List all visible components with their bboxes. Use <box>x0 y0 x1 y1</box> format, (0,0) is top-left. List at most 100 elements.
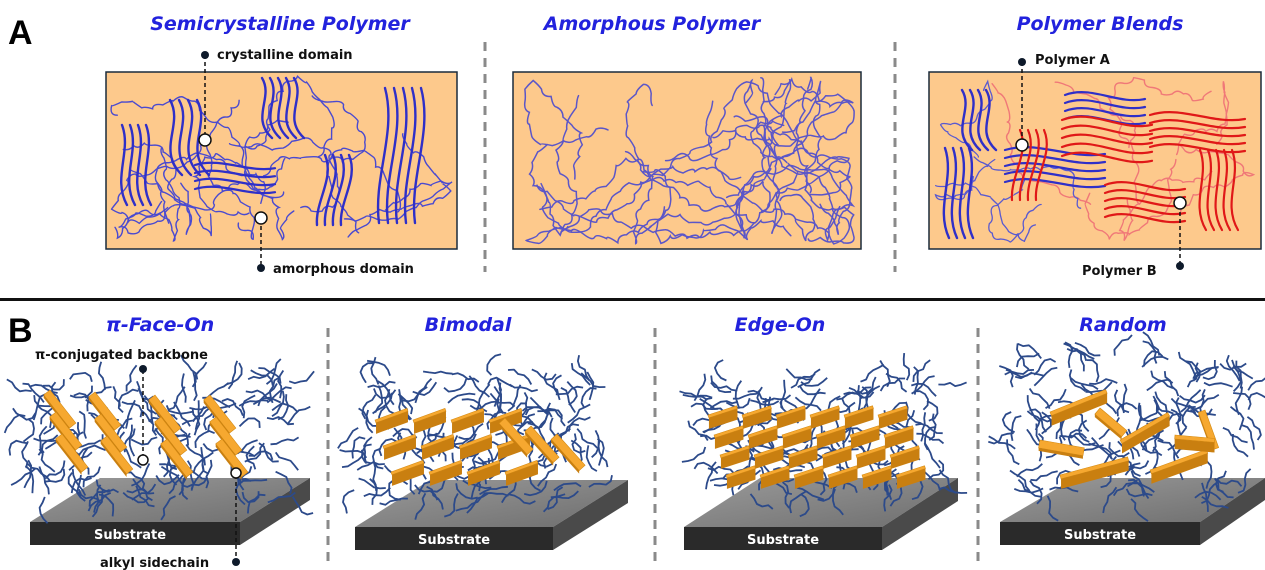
callout-backbone: π-conjugated backbone <box>35 348 208 466</box>
backbone-side <box>844 408 874 429</box>
alkyl-sidechain <box>798 385 826 396</box>
crystalline-chain <box>984 88 998 152</box>
polymer-chain <box>228 137 340 213</box>
polymer-chain <box>118 200 213 237</box>
alkyl-sidechain <box>23 459 32 489</box>
backbones-edge-on <box>707 405 926 489</box>
alkyl-sidechain <box>337 427 359 449</box>
backbone-side <box>816 428 846 449</box>
alkyl-sidechain <box>1205 460 1213 489</box>
crystalline-chain <box>960 88 974 152</box>
crystalline-chain <box>1026 128 1040 202</box>
crystalline-chain <box>1003 162 1107 173</box>
backbone-side <box>1051 393 1108 426</box>
alkyl-sidechain <box>1232 365 1242 393</box>
alkyl-sidechain <box>291 496 314 516</box>
crystalline-chain <box>193 185 277 195</box>
alkyl-sidechain <box>577 355 591 382</box>
backbone-side <box>748 428 778 449</box>
alkyl-sidechain <box>988 432 1014 445</box>
crystalline-chain <box>1060 151 1154 164</box>
alkyl-sidechain <box>586 371 595 401</box>
alkyl-sidechain <box>1064 341 1074 369</box>
alkyl-sidechain <box>1114 389 1130 414</box>
crystalline-chain <box>1103 213 1187 224</box>
backbone-side <box>896 468 926 489</box>
alkyl-sidechain <box>205 459 213 489</box>
alkyl-sidechain <box>154 427 164 455</box>
alkyl-sidechain <box>679 390 708 401</box>
alkyl-sidechain <box>274 451 299 471</box>
alkyl-sidechain <box>165 405 193 415</box>
backbones-bimodal <box>374 407 586 486</box>
crystalline-chain <box>942 146 951 240</box>
alkyl-sidechain <box>785 368 813 381</box>
backbone-side <box>862 468 892 489</box>
alkyl-sidechain <box>1088 442 1112 459</box>
alkyl-sidechain <box>800 377 828 387</box>
alkyl-sidechain <box>451 372 480 383</box>
crystalline-chain <box>1148 135 1247 146</box>
alkyl-sidechain <box>749 493 774 510</box>
sidechains-random <box>988 331 1265 522</box>
alkyl-sidechain <box>367 380 396 389</box>
backbone-side <box>551 439 580 474</box>
alkyl-sidechain <box>38 496 49 524</box>
alkyl-sidechain <box>1213 477 1234 499</box>
alkyl-sidechain <box>388 479 401 501</box>
alkyl-sidechain <box>747 389 774 401</box>
alkyl-sidechain <box>489 392 516 408</box>
backbone-side <box>160 443 187 481</box>
backbone-side <box>1038 447 1083 459</box>
alkyl-sidechain <box>358 407 374 434</box>
alkyl-sidechain <box>397 393 412 421</box>
backbone-side <box>856 448 886 469</box>
alkyl-sidechain <box>351 436 366 459</box>
crystalline-chain <box>1230 148 1240 232</box>
alkyl-sidechain <box>509 383 538 393</box>
substrate-edge-on: Substrate <box>684 478 958 550</box>
alkyl-sidechain <box>36 404 53 428</box>
alkyl-sidechain <box>185 443 206 466</box>
alkyl-sidechain <box>1175 397 1182 425</box>
crystalline-chain <box>1148 127 1247 138</box>
alkyl-sidechain <box>725 397 751 409</box>
polymer-chain <box>560 181 771 240</box>
polymer-chain <box>243 119 295 241</box>
crystalline-chain <box>1214 148 1224 232</box>
alkyl-sidechain <box>507 384 522 412</box>
alkyl-sidechain <box>78 444 106 455</box>
alkyl-sidechain <box>1150 370 1174 390</box>
title-polymer-blends: Polymer Blends <box>1017 13 1184 35</box>
alkyl-sidechain <box>447 392 476 404</box>
section-divider <box>0 298 1265 301</box>
semicrystalline-chains <box>110 75 453 242</box>
title-amorphous: Amorphous Polymer <box>542 13 762 35</box>
alkyl-sidechain <box>1029 480 1043 505</box>
alkyl-sidechain <box>131 483 157 501</box>
alkyl-sidechain <box>125 399 136 429</box>
alkyl-sidechain <box>690 402 719 410</box>
crystalline-chain <box>1010 128 1024 202</box>
alkyl-sidechain <box>576 428 599 449</box>
alkyl-sidechain <box>1086 359 1100 383</box>
alkyl-sidechain <box>130 436 158 446</box>
polymer-chain <box>110 137 210 225</box>
polymer-chain <box>733 115 850 213</box>
alkyl-sidechain <box>879 360 891 388</box>
alkyl-sidechain <box>192 371 198 402</box>
alkyl-sidechain <box>1157 439 1180 459</box>
crystalline-chain <box>177 98 193 177</box>
alkyl-sidechain <box>469 400 498 410</box>
alkyl-sidechain <box>1246 416 1262 441</box>
alkyl-sidechain <box>1234 386 1243 416</box>
alkyl-sidechain <box>567 416 591 432</box>
alkyl-sidechain <box>12 407 37 421</box>
alkyl-sidechain <box>369 478 378 505</box>
alkyl-sidechain <box>1102 486 1118 514</box>
alkyl-sidechain <box>42 379 65 391</box>
title-face-on: π-Face-On <box>106 314 214 336</box>
sidechains-face-on <box>3 354 315 524</box>
alkyl-sidechain <box>596 438 605 466</box>
alkyl-sidechain <box>342 489 355 514</box>
